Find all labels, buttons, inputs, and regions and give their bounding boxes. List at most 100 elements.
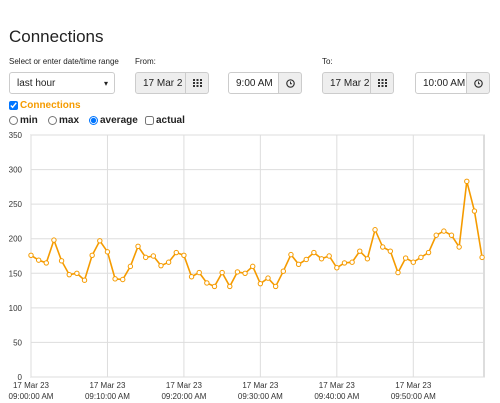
data-point [112,276,118,282]
option[interactable]: average [89,115,138,126]
data-point [196,269,202,276]
calendar-button[interactable] [370,72,394,94]
data-point [479,254,485,261]
data-point [51,237,57,243]
data-point [364,256,371,262]
data-point [433,232,439,238]
data-point [150,253,157,259]
series-checkbox[interactable] [9,101,18,110]
y-tick-label: 250 [9,200,23,209]
y-tick-label: 300 [9,166,23,175]
data-point [181,252,187,259]
option[interactable]: min [9,115,38,126]
clock-icon [473,78,483,88]
data-point [372,227,378,233]
data-point [357,248,363,254]
option[interactable]: actual [145,115,185,126]
radio[interactable] [89,116,98,125]
calendar-icon [192,79,202,87]
radio[interactable] [48,116,57,125]
calendar-icon [377,79,387,87]
series-toggle[interactable]: Connections [9,100,81,111]
data-point [303,256,309,263]
data-point [272,283,279,290]
y-tick-label: 50 [13,338,22,347]
data-point [349,259,355,265]
data-point [341,260,348,266]
data-point [280,268,287,274]
data-point [410,259,416,265]
dropdown-arrow: ▾ [103,78,108,88]
data-point [135,243,141,250]
data-point [158,262,164,269]
checkbox[interactable] [145,116,154,125]
data-point [127,263,134,270]
x-tick-label: 17 Mar 23 [395,381,432,390]
x-tick-label: 09:20:00 AM [161,392,206,401]
to-time[interactable]: 10:00 AM [415,72,467,94]
x-tick-label: 17 Mar 23 [13,381,50,390]
data-point [250,263,256,270]
data-point [74,270,80,276]
chart: 0 50 100 150 200 250 300 350 17 Mar 23 09:00:00 A… [9,131,485,401]
data-point [379,244,386,250]
data-point [35,257,42,263]
data-point [188,274,195,280]
clock-button[interactable] [466,72,490,94]
from-date[interactable]: 17 Mar 2 [135,72,186,94]
data-point [326,253,332,259]
data-point [58,258,65,264]
data-point [204,280,210,286]
data-point [66,271,72,278]
data-point [173,249,179,256]
x-tick-label: 17 Mar 23 [242,381,279,390]
data-point [334,265,340,271]
from-time[interactable]: 9:00 AM [228,72,279,94]
data-point [81,277,88,283]
from-time-text: 9:00 AM [236,77,273,89]
to-label: To: [322,57,333,66]
y-tick-label: 150 [9,269,23,278]
from-label: From: [135,57,156,66]
option-label: average [100,115,138,126]
data-point [89,252,95,259]
data-point [242,270,248,276]
to-date[interactable]: 17 Mar 2 [322,72,371,94]
data-point [97,238,103,244]
data-point [441,228,447,234]
y-tick-label: 200 [9,235,23,244]
range-select[interactable]: last hour ▾ [9,72,115,94]
data-point [28,252,34,259]
x-tick-label: 17 Mar 23 [89,381,126,390]
radio[interactable] [9,116,18,125]
range-value: last hour [17,77,56,89]
x-tick-label: 09:40:00 AM [314,392,359,401]
page-title: Connections [9,27,104,46]
from-date-text: 17 Mar 2 [143,77,183,89]
data-point [464,178,470,185]
data-point [418,254,424,261]
clock-button[interactable] [278,72,302,94]
option[interactable]: max [48,115,79,126]
legend-label: Connections [20,100,81,111]
data-point [387,248,394,254]
data-point [257,280,264,287]
y-tick-label: 0 [18,373,23,382]
data-point [318,256,325,262]
data-point [120,276,126,283]
data-point [395,269,401,276]
y-tick-label: 350 [9,131,23,140]
option-label: max [59,115,80,126]
data-point [311,249,317,256]
x-tick-label: 09:30:00 AM [238,392,283,401]
data-point [456,244,462,250]
data-point [211,283,218,290]
x-tick-label: 09:00:00 AM [9,392,54,401]
data-point [43,260,49,266]
data-point [227,283,233,290]
x-tick-label: 09:10:00 AM [85,392,130,401]
data-point [104,249,111,255]
calendar-button[interactable] [185,72,209,94]
data-point [219,269,225,276]
